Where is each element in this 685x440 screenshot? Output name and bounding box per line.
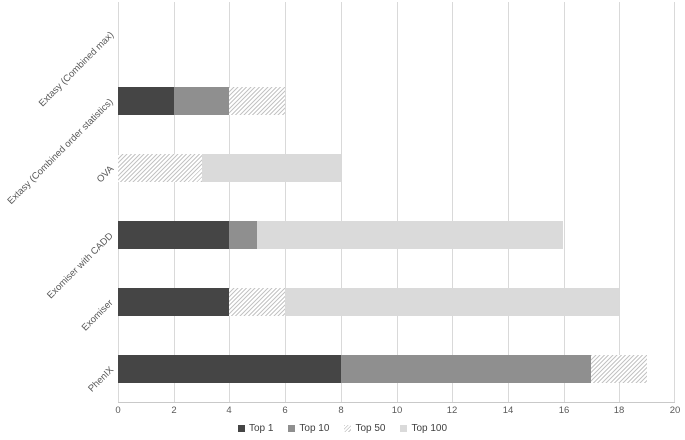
bar-segment	[257, 221, 563, 249]
bar-segment	[174, 87, 230, 115]
bar-segment	[229, 87, 285, 115]
legend-item: Top 1	[237, 423, 274, 434]
x-tick-label: 10	[391, 405, 403, 416]
gridline	[341, 2, 342, 402]
gridline	[452, 2, 453, 402]
x-tick-label: 8	[338, 405, 344, 416]
legend-swatch	[400, 425, 408, 432]
legend-label: Top 100	[411, 423, 448, 434]
legend-swatch	[288, 425, 296, 432]
gridline	[564, 2, 565, 402]
bar-segment	[118, 154, 202, 182]
bar-segment	[202, 154, 341, 182]
gridline	[229, 2, 230, 402]
gridline	[674, 2, 675, 402]
gridline	[118, 2, 119, 402]
gridline	[397, 2, 398, 402]
legend-item: Top 50	[344, 423, 385, 434]
bar-segment	[229, 221, 257, 249]
category-label: Extasy (Combined order statistics)	[5, 96, 116, 207]
category-label: PhenIX	[86, 364, 116, 395]
gridline	[619, 2, 620, 402]
legend-swatch	[344, 425, 352, 432]
legend: Top 1 Top 10 Top 50 Top 100	[0, 423, 685, 434]
legend-label: Top 10	[299, 423, 330, 434]
legend-label: Top 50	[355, 423, 386, 434]
legend-swatch	[237, 425, 245, 432]
category-label: Exomiser	[80, 297, 116, 334]
category-label: OVA	[94, 163, 116, 186]
gridline	[285, 2, 286, 402]
bar-segment	[229, 288, 285, 316]
x-tick-label: 0	[115, 405, 121, 416]
legend-item: Top 100	[400, 423, 447, 434]
x-tick-label: 20	[669, 405, 681, 416]
bar-segment	[118, 87, 174, 115]
x-tick-label: 12	[446, 405, 458, 416]
bar-segment	[285, 288, 619, 316]
x-tick-label: 14	[502, 405, 514, 416]
bar-segment	[118, 288, 229, 316]
plot-area	[118, 0, 675, 403]
legend-item: Top 10	[288, 423, 329, 434]
x-tick-label: 2	[171, 405, 177, 416]
bar-segment	[591, 355, 647, 383]
gridline	[174, 2, 175, 402]
x-tick-label: 16	[558, 405, 570, 416]
gridline	[508, 2, 509, 402]
category-label: Exomiser with CADD	[45, 230, 116, 302]
bar-segment	[341, 355, 592, 383]
x-tick-label: 6	[282, 405, 288, 416]
x-tick-label: 18	[613, 405, 625, 416]
bar-segment	[118, 221, 229, 249]
bar-segment	[118, 355, 341, 383]
x-tick-label: 4	[226, 405, 232, 416]
legend-label: Top 1	[248, 423, 274, 434]
